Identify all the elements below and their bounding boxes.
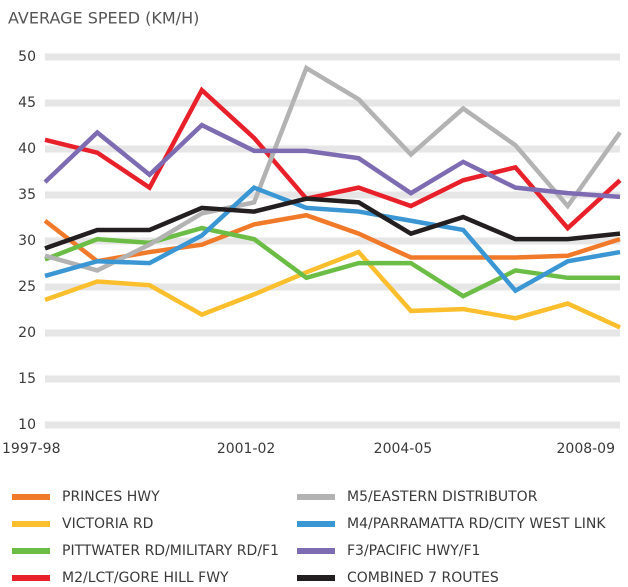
y-tick-label: 10	[18, 417, 36, 433]
legend-label: VICTORIA RD	[62, 516, 153, 532]
legend-label: PRINCES HWY	[62, 489, 160, 505]
y-tick-label: 45	[18, 95, 36, 111]
series-line	[44, 86, 622, 232]
y-tick-label: 30	[18, 233, 36, 249]
legend-label: PITTWATER RD/MILITARY RD/F1	[62, 543, 279, 559]
y-tick-label: 35	[18, 187, 36, 203]
series-line	[44, 249, 621, 330]
series-line	[44, 64, 622, 273]
legend-label: F3/PACIFIC HWY/F1	[347, 543, 480, 559]
legend-label: COMBINED 7 ROUTES	[347, 570, 499, 586]
series-line	[44, 196, 621, 251]
series-line	[43, 122, 621, 200]
y-tick-label: 50	[18, 49, 36, 65]
x-tick-label: 2008-09	[557, 441, 616, 457]
legend-label: M4/PARRAMATTA RD/CITY WEST LINK	[347, 516, 606, 532]
y-tick-label: 40	[18, 141, 36, 157]
x-tick-label: 2004-05	[374, 441, 433, 457]
series-line	[44, 225, 620, 299]
chart-title: AVERAGE SPEED (KM/H)	[8, 9, 199, 28]
series-line	[43, 212, 621, 264]
y-tick-label: 15	[18, 371, 36, 387]
series-line	[44, 185, 621, 294]
legend-label: M2/LCT/GORE HILL FWY	[62, 570, 229, 586]
x-tick-label: 1997-98	[2, 441, 61, 457]
y-tick-label: 20	[18, 325, 36, 341]
x-tick-label: 2001-02	[217, 441, 276, 457]
legend-label: M5/EASTERN DISTRIBUTOR	[347, 489, 538, 505]
y-tick-label: 25	[18, 279, 36, 295]
